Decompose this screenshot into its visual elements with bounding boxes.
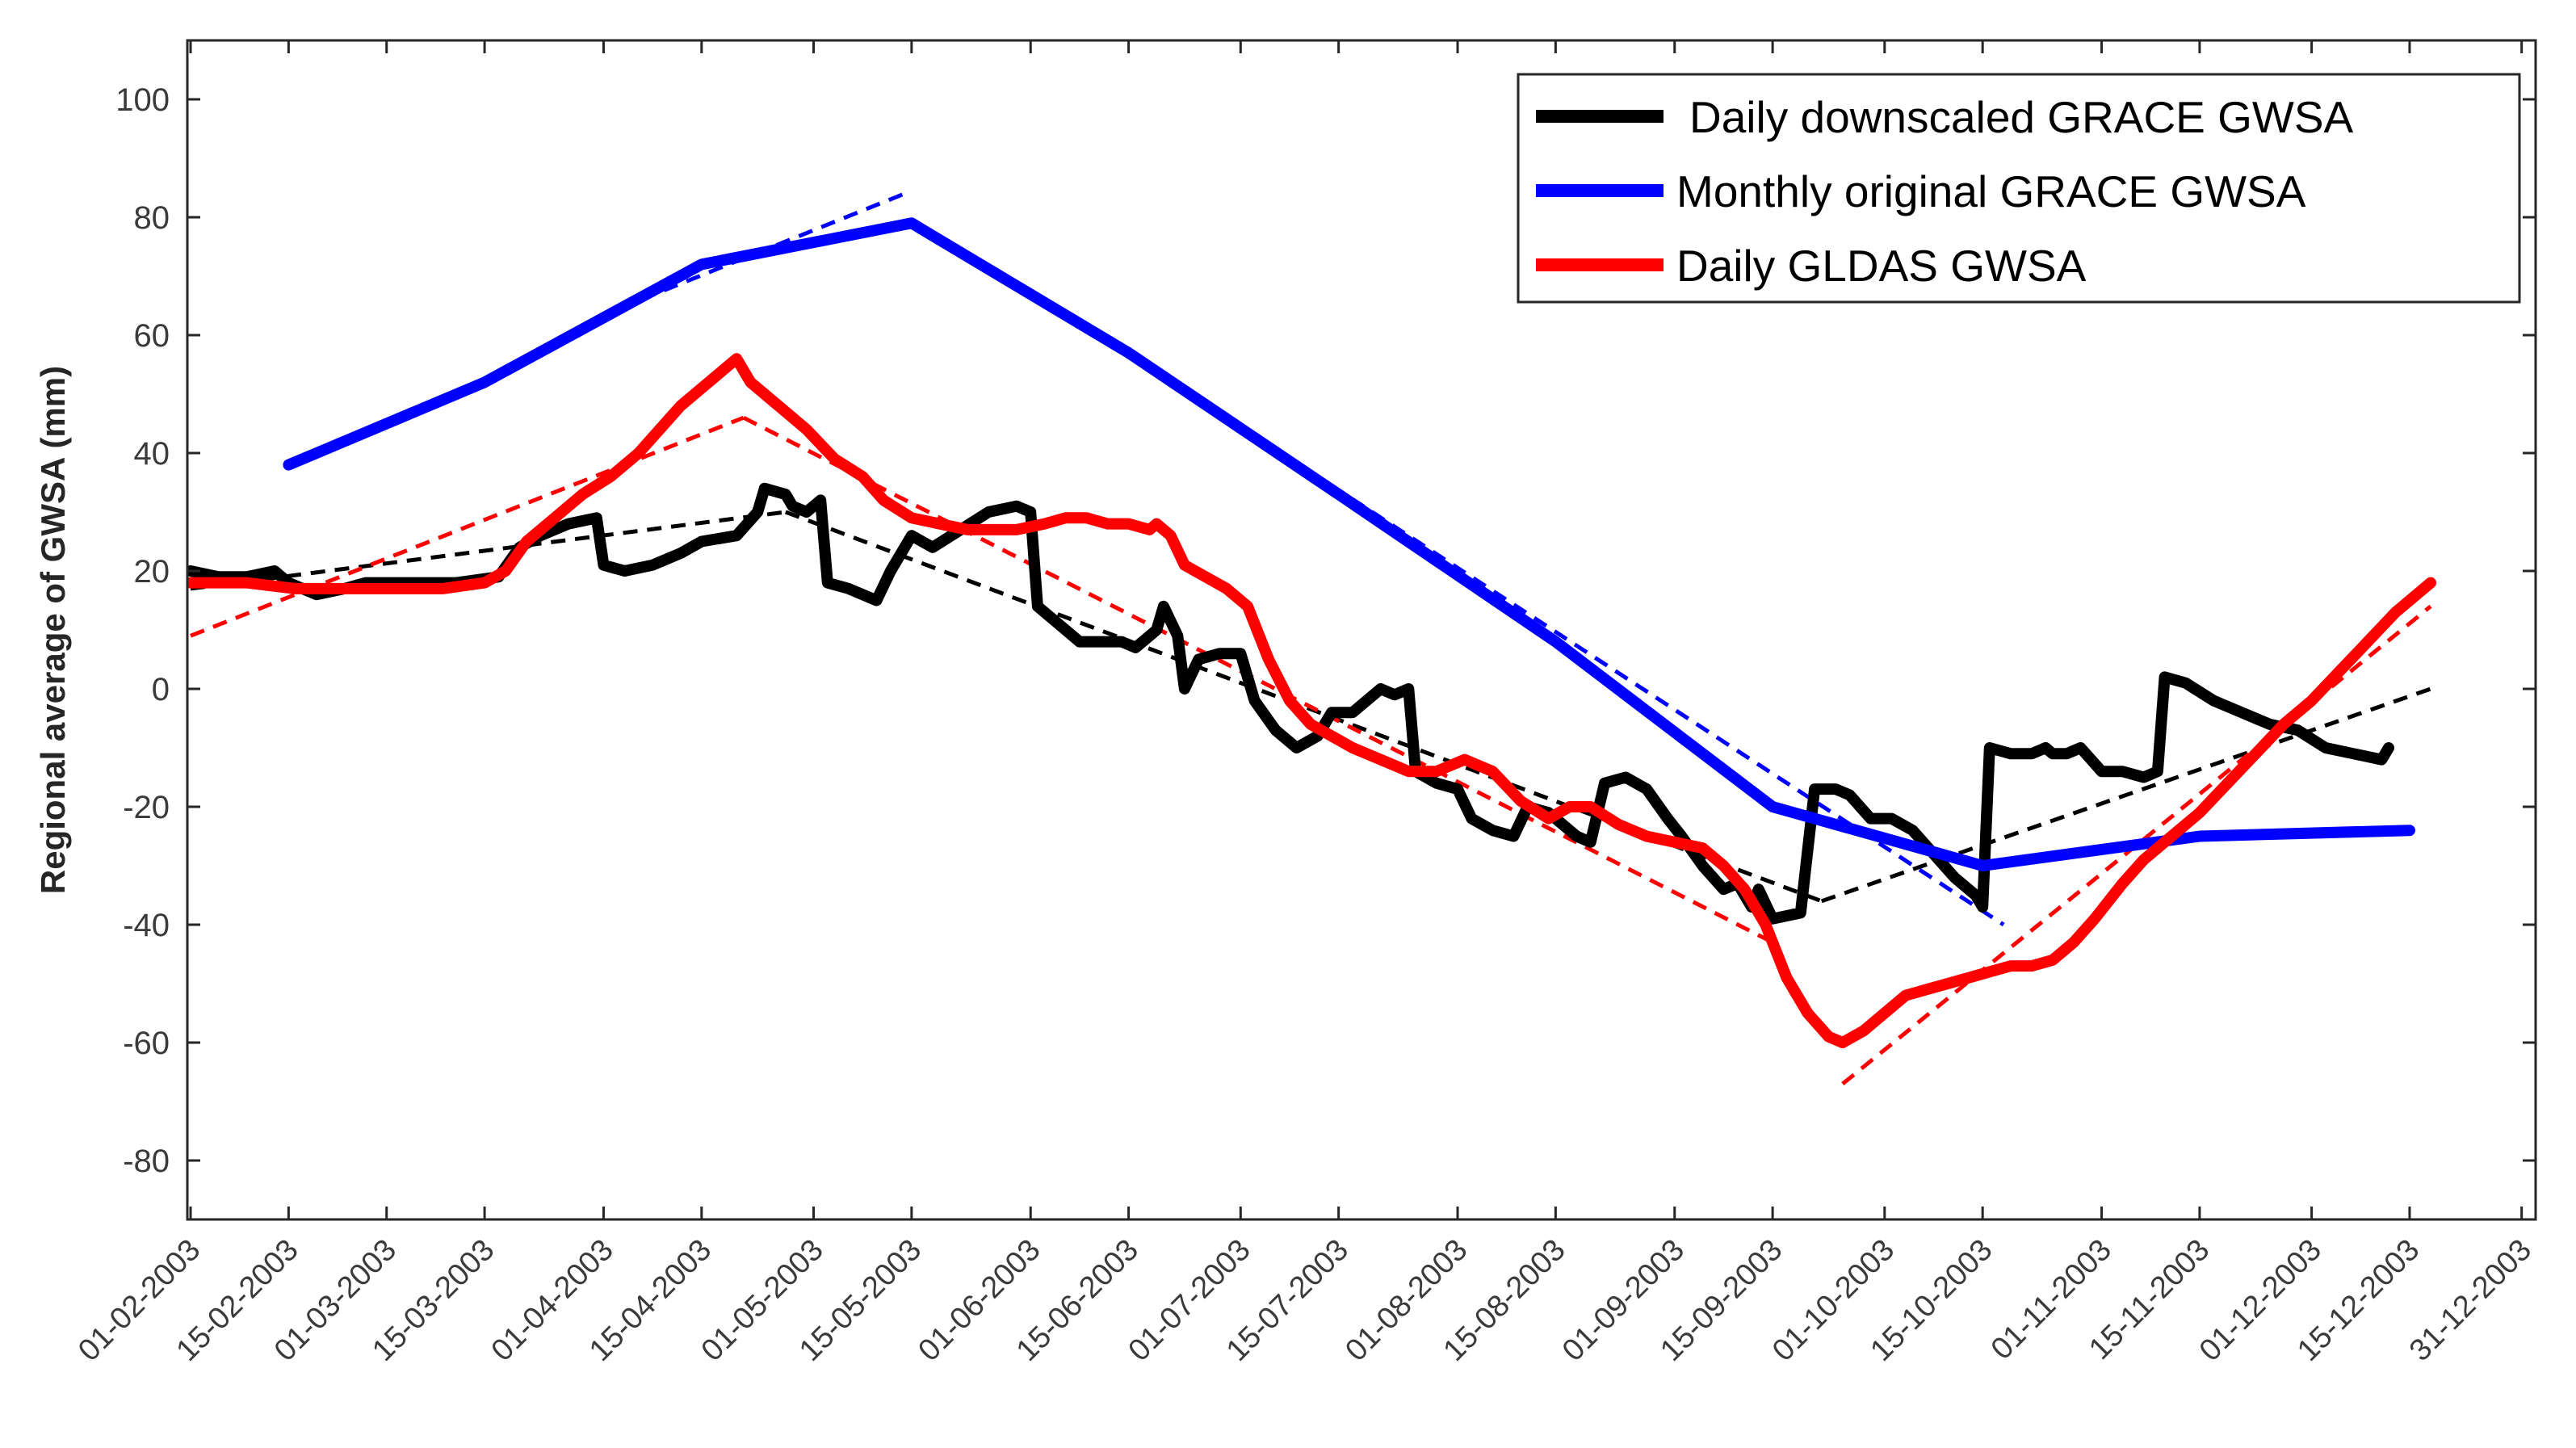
y-tick-label: -80 (123, 1144, 170, 1179)
legend-label-0: Daily downscaled GRACE GWSA (1689, 92, 2354, 142)
trend-line-6 (742, 415, 1774, 945)
y-axis: 100 80 60 40 20 0 -20 -40 -60 -80 (115, 82, 2536, 1179)
legend-label-1: Monthly original GRACE GWSA (1676, 166, 2306, 216)
y-axis-title: Regional average of GWSA (mm) (34, 366, 72, 894)
series-lines (187, 217, 2436, 1048)
y-tick-label: -40 (123, 908, 170, 943)
series-line-0 (187, 482, 2394, 925)
y-tick-label: 80 (134, 200, 170, 236)
plot-frame (186, 39, 2537, 1221)
trend-line-5 (190, 415, 745, 638)
y-tick-label: 0 (152, 672, 170, 707)
trend-lines (190, 191, 2432, 1086)
y-tick-label: -60 (123, 1026, 170, 1061)
y-tick-label: 60 (134, 318, 170, 354)
y-tick-label: 100 (115, 82, 170, 118)
trend-line-0 (190, 510, 787, 591)
legend: Daily downscaled GRACE GWSA Monthly origi… (1517, 73, 2521, 304)
y-tick-label: 20 (134, 554, 170, 590)
series-line-1 (283, 217, 2415, 871)
y-tick-label: 40 (134, 436, 170, 472)
legend-box (1517, 73, 2521, 304)
legend-label-2: Daily GLDAS GWSA (1676, 241, 2087, 291)
series-line-2 (187, 353, 2436, 1048)
trend-line-2 (1820, 686, 2431, 904)
y-tick-label: -20 (123, 790, 170, 825)
x-tick-label: 31-12-2003 (2403, 1233, 2538, 1368)
